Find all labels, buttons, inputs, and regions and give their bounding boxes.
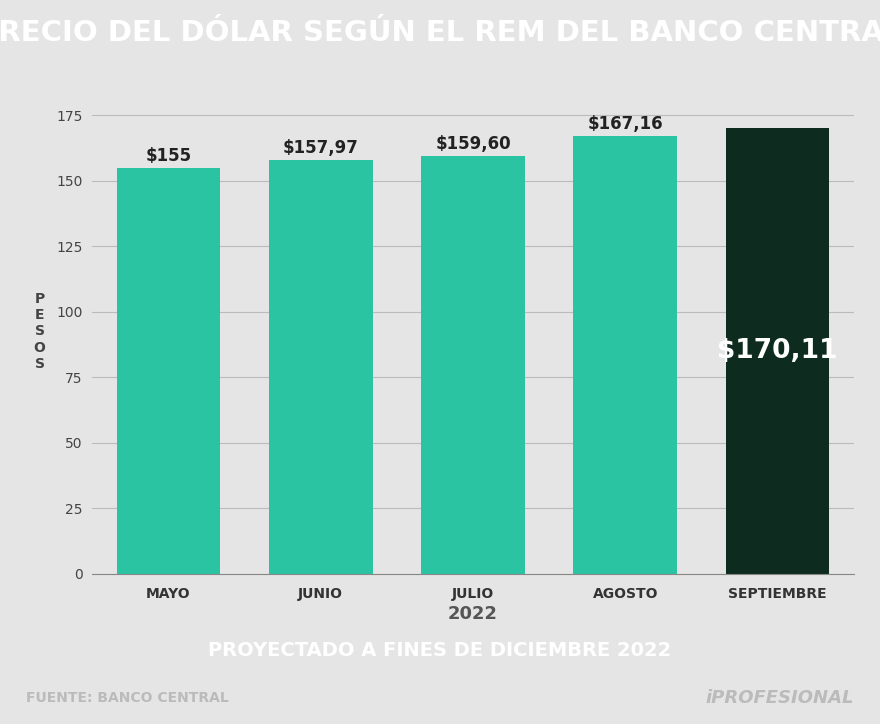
Bar: [422, 156, 524, 573]
Bar: [574, 136, 677, 573]
Text: $157,97: $157,97: [282, 139, 359, 157]
Text: iPROFESIONAL: iPROFESIONAL: [705, 689, 854, 707]
Text: $159,60: $159,60: [436, 135, 510, 153]
Y-axis label: P
E
S
O
S: P E S O S: [33, 292, 46, 371]
Text: PRECIO DEL DÓLAR SEGÚN EL REM DEL BANCO CENTRAL: PRECIO DEL DÓLAR SEGÚN EL REM DEL BANCO …: [0, 20, 880, 47]
Text: $155: $155: [145, 146, 192, 164]
Text: 2022: 2022: [448, 605, 498, 623]
Bar: [726, 128, 829, 573]
Text: $167,16: $167,16: [588, 114, 663, 132]
Text: FUENTE: BANCO CENTRAL: FUENTE: BANCO CENTRAL: [26, 691, 229, 705]
Bar: [117, 168, 220, 573]
Text: $170,11: $170,11: [717, 338, 838, 364]
Bar: [269, 160, 372, 573]
Text: PROYECTADO A FINES DE DICIEMBRE 2022: PROYECTADO A FINES DE DICIEMBRE 2022: [209, 641, 671, 660]
